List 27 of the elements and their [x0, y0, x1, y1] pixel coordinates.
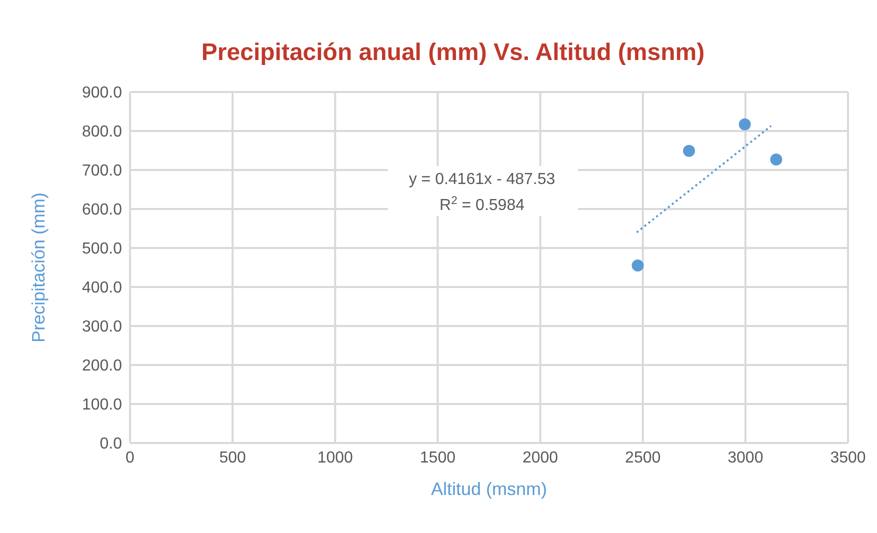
y-tick-label: 700.0 — [82, 162, 122, 180]
x-tick-label: 3000 — [728, 449, 764, 466]
y-tick-label: 900.0 — [82, 84, 122, 102]
y-tick-label: 300.0 — [82, 318, 122, 336]
x-tick-label: 2000 — [522, 449, 558, 466]
y-tick-label: 400.0 — [82, 280, 122, 297]
x-tick-label: 1500 — [420, 449, 456, 466]
annotation: y = 0.4161x - 487.53 — [408, 171, 556, 188]
y-axis-title: Precipitación (mm) — [28, 192, 48, 343]
annotation: R$^{2}$ = 0.5984 — [440, 195, 525, 214]
y-tick-label: 0.0 — [100, 436, 122, 453]
y-tick-label: 100.0 — [82, 396, 122, 414]
y-tick-label: 500.0 — [82, 240, 122, 258]
point — [770, 153, 782, 166]
x-tick-label: 3500 — [830, 449, 866, 466]
x-tick-label: 1000 — [317, 449, 354, 466]
y-tick-label: 200.0 — [82, 358, 122, 375]
point — [632, 260, 644, 272]
chart-title: Precipitación anual (mm) Vs. Altitud (msnm) — [201, 39, 705, 66]
y-tick-label: 800.0 — [82, 124, 122, 141]
x-tick-label: 0 — [126, 449, 135, 466]
y-tick-label: 600.0 — [82, 202, 122, 219]
x-tick-label: 2500 — [625, 449, 661, 466]
x-tick-label: 500 — [219, 449, 246, 466]
point — [738, 118, 751, 130]
point — [683, 144, 696, 157]
x-axis-title: Altitud (msnm) — [430, 479, 548, 499]
